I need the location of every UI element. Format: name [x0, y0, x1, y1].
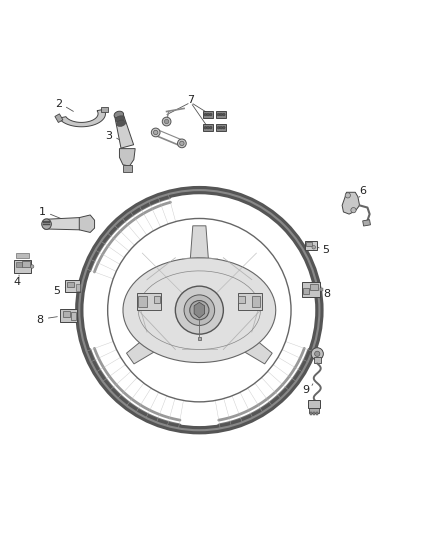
Circle shape [207, 126, 209, 129]
Text: 9: 9 [302, 385, 309, 394]
Polygon shape [215, 316, 272, 364]
Circle shape [223, 113, 225, 116]
Polygon shape [303, 288, 309, 294]
Circle shape [217, 113, 220, 116]
Circle shape [30, 265, 34, 268]
Polygon shape [216, 124, 226, 131]
Polygon shape [203, 111, 213, 118]
Polygon shape [123, 258, 276, 362]
Polygon shape [67, 282, 74, 287]
Text: 3: 3 [106, 131, 113, 141]
Polygon shape [59, 109, 106, 127]
Polygon shape [22, 261, 30, 267]
Text: 5: 5 [322, 245, 329, 255]
Polygon shape [314, 357, 321, 363]
Polygon shape [310, 284, 318, 290]
Polygon shape [55, 114, 63, 123]
Polygon shape [216, 111, 226, 118]
Circle shape [311, 348, 323, 360]
Polygon shape [306, 242, 312, 246]
Polygon shape [63, 311, 70, 317]
Polygon shape [308, 400, 320, 408]
Circle shape [209, 113, 212, 116]
Polygon shape [120, 149, 135, 166]
Polygon shape [14, 260, 31, 273]
Circle shape [162, 117, 171, 126]
Text: 6: 6 [360, 187, 367, 196]
Text: 5: 5 [53, 286, 60, 296]
Circle shape [207, 113, 209, 116]
Circle shape [220, 113, 223, 116]
Polygon shape [309, 408, 319, 413]
Polygon shape [44, 217, 86, 230]
Polygon shape [127, 316, 184, 364]
Circle shape [164, 119, 169, 124]
Polygon shape [138, 296, 147, 307]
Circle shape [151, 128, 160, 137]
Circle shape [223, 126, 225, 129]
Polygon shape [76, 284, 80, 292]
Text: 7: 7 [187, 95, 194, 104]
Circle shape [217, 126, 220, 129]
Polygon shape [316, 413, 318, 415]
Polygon shape [188, 226, 210, 284]
Circle shape [180, 141, 184, 146]
Ellipse shape [117, 120, 126, 126]
Polygon shape [16, 253, 28, 258]
Polygon shape [301, 282, 320, 297]
Ellipse shape [42, 219, 51, 229]
Circle shape [312, 246, 315, 249]
Polygon shape [198, 337, 201, 340]
Polygon shape [123, 165, 132, 172]
Ellipse shape [115, 116, 125, 122]
Polygon shape [252, 296, 261, 307]
Circle shape [314, 351, 320, 357]
Text: 4: 4 [14, 277, 21, 287]
Circle shape [153, 130, 158, 135]
Polygon shape [237, 293, 261, 310]
Polygon shape [42, 221, 50, 223]
Text: 8: 8 [324, 289, 331, 300]
Polygon shape [194, 302, 205, 318]
Polygon shape [101, 107, 107, 112]
Polygon shape [203, 124, 213, 131]
Polygon shape [71, 312, 76, 320]
Polygon shape [154, 296, 160, 303]
Circle shape [345, 193, 350, 198]
Text: 8: 8 [36, 315, 43, 325]
Circle shape [177, 139, 186, 148]
Polygon shape [137, 293, 161, 310]
Polygon shape [313, 413, 315, 415]
Polygon shape [65, 280, 80, 292]
Text: 1: 1 [39, 207, 46, 217]
Polygon shape [115, 114, 134, 148]
Polygon shape [16, 262, 22, 267]
Circle shape [190, 301, 209, 320]
Circle shape [184, 295, 215, 326]
Polygon shape [363, 220, 371, 226]
Polygon shape [310, 413, 312, 415]
Polygon shape [320, 288, 323, 290]
Circle shape [204, 126, 207, 129]
Polygon shape [304, 241, 317, 251]
Circle shape [175, 286, 223, 334]
Polygon shape [79, 215, 95, 232]
Polygon shape [238, 296, 245, 303]
Circle shape [204, 113, 207, 116]
Polygon shape [60, 309, 77, 321]
Circle shape [351, 207, 356, 213]
Polygon shape [342, 192, 360, 214]
Circle shape [220, 126, 223, 129]
Text: 2: 2 [55, 99, 62, 109]
Circle shape [209, 126, 212, 129]
Ellipse shape [114, 111, 124, 118]
Polygon shape [42, 224, 50, 225]
